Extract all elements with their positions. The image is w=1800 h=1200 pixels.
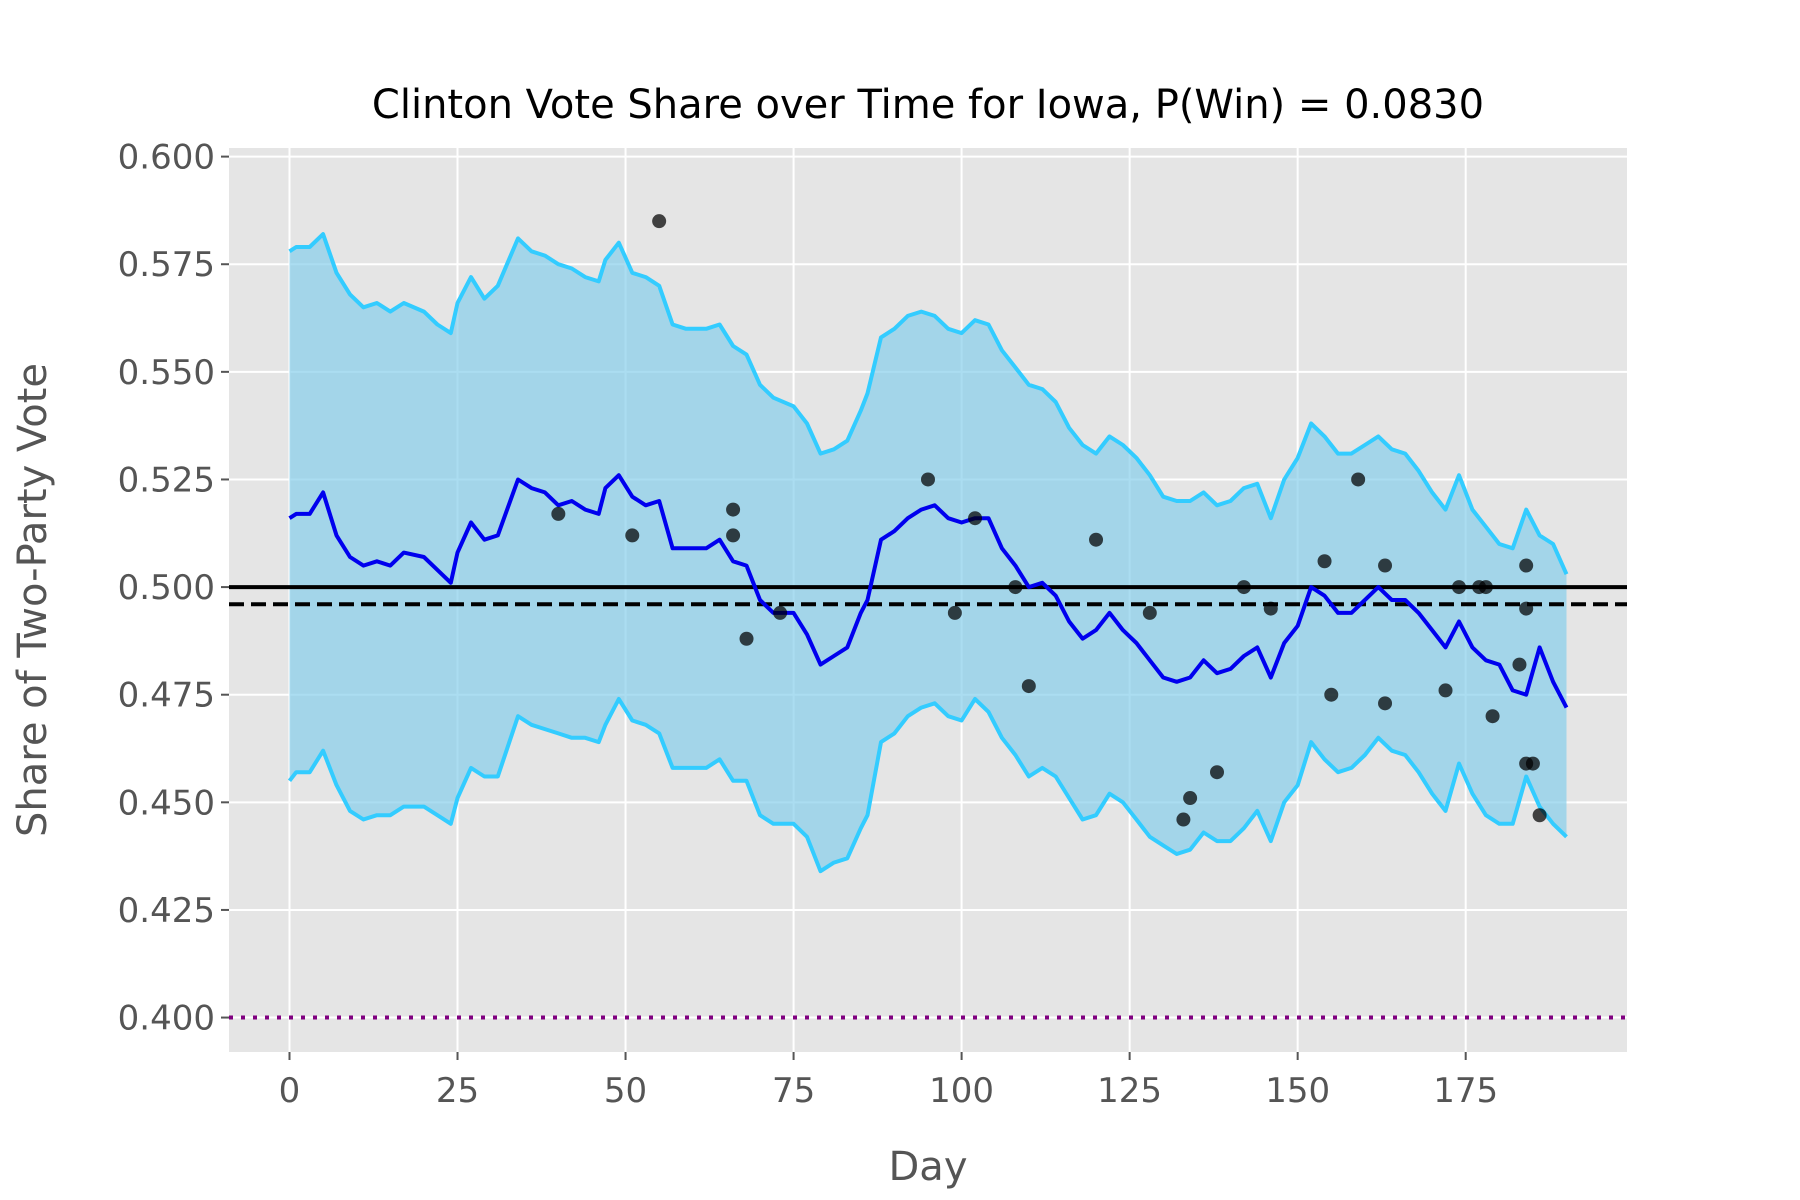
poll-point [1512,657,1527,672]
poll-point [726,502,741,517]
y-tick-label: 0.575 [118,245,215,285]
poll-point [652,214,667,229]
poll-point [1378,696,1393,711]
x-tick-label: 125 [1097,1071,1162,1111]
x-tick-label: 25 [436,1071,479,1111]
poll-point [1378,558,1393,573]
poll-point [1021,679,1036,694]
poll-point [968,511,983,526]
x-axis-ticks: 0 25 50 75 100 125 150 175 [279,1052,1498,1111]
x-tick-label: 175 [1433,1071,1498,1111]
poll-point [1317,554,1332,569]
y-tick-label: 0.600 [118,138,215,178]
poll-point [1263,601,1278,616]
y-tick-label: 0.475 [118,676,215,716]
y-tick-label: 0.500 [118,568,215,608]
poll-point [1519,601,1534,616]
poll-point [1236,580,1251,595]
poll-point [1485,709,1500,724]
poll-point [1142,605,1157,620]
x-tick-label: 75 [772,1071,815,1111]
poll-point [625,528,640,543]
mean-line [288,473,1569,709]
confidence-band [289,234,1567,872]
poll-point [773,605,788,620]
y-tick-label: 0.525 [118,460,215,500]
poll-point [921,472,935,487]
y-tick-label: 0.400 [118,999,215,1039]
band-fill [289,234,1567,872]
poll-point [1008,580,1023,595]
y-axis-ticks: 0.400 0.425 0.450 0.475 0.500 0.525 0.550 0.575… [118,138,229,1039]
poll-point [1532,808,1547,823]
x-axis-label: Day [889,1144,968,1190]
poll-point [1519,558,1534,573]
poll-point [947,605,962,620]
x-tick-label: 50 [604,1071,647,1111]
poll-point [1089,532,1104,547]
x-tick-label: 100 [929,1071,994,1111]
y-tick-label: 0.450 [118,783,215,823]
poll-point [1525,756,1540,771]
reference-lines [229,585,1627,1020]
y-axis-label: Share of Two-Party Vote [10,363,56,837]
y-tick-label: 0.425 [118,891,215,931]
poll-points [551,214,1547,827]
poll-point [1451,580,1466,595]
poll-point [1351,472,1366,487]
chart-title: Clinton Vote Share over Time for Iowa, P… [372,82,1484,128]
poll-point [1210,765,1225,780]
upper-bound-line [288,232,1569,576]
y-tick-label: 0.550 [118,353,215,393]
poll-point [739,631,754,646]
poll-point [1324,687,1339,702]
poll-point [1438,683,1453,698]
poll-point [551,506,566,521]
x-tick-label: 150 [1265,1071,1330,1111]
poll-point [1176,812,1191,827]
x-tick-label: 0 [279,1071,301,1111]
lower-bound-line [287,697,1568,874]
poll-point [1478,580,1493,595]
series-lines [287,232,1569,874]
poll-point [726,528,741,543]
poll-point [1183,791,1198,806]
